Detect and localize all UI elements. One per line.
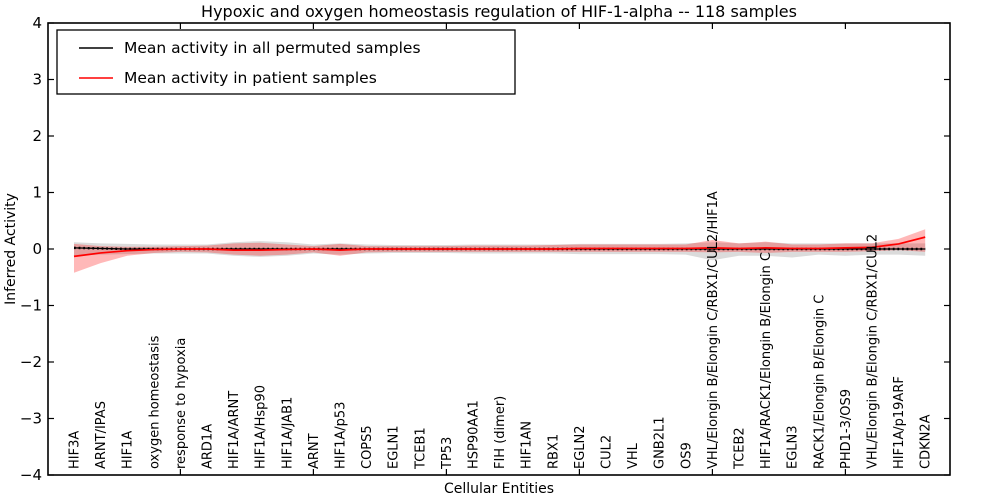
category-label: HIF1A/p19ARF: [892, 376, 907, 469]
category-label: EGLN2: [573, 425, 588, 469]
y-tick-label: −2: [20, 353, 42, 371]
category-label: GNB2L1: [653, 416, 668, 469]
category-label: COPS5: [360, 425, 375, 469]
y-tick-label: 0: [32, 240, 42, 258]
category-label: FIH (dimer): [493, 396, 508, 469]
legend-label-patient: Mean activity in patient samples: [124, 69, 377, 87]
category-label: oxygen homeostasis: [147, 335, 162, 469]
category-label: response to hypoxia: [174, 338, 189, 469]
x-axis-label: Cellular Entities: [444, 481, 554, 497]
y-tick-label: 3: [32, 71, 42, 89]
category-label: HSP90AA1: [467, 400, 482, 469]
legend-label-permuted: Mean activity in all permuted samples: [124, 39, 421, 57]
category-label: VHL/Elongin B/Elongin C/RBX1/CUL2: [866, 234, 881, 469]
category-label: HIF1A/ARNT: [227, 391, 242, 469]
y-tick-label: −4: [20, 466, 42, 484]
y-tick-label: −1: [20, 297, 42, 315]
category-label: ARNT/IPAS: [94, 401, 109, 469]
category-label: HIF1A/p53: [334, 402, 349, 469]
y-tick-label: 2: [32, 127, 42, 145]
category-label: PHD1-3/OS9: [839, 389, 854, 469]
category-label: TCEB2: [733, 427, 748, 470]
patient-mean-line: [73, 236, 926, 258]
category-label: TP53: [440, 437, 455, 470]
y-tick-label: 1: [32, 184, 42, 202]
category-label: HIF3A: [68, 431, 83, 469]
category-label: ARNT: [307, 433, 322, 469]
permuted-confidence-band: [74, 241, 926, 261]
category-label: VHL/Elongin B/Elongin C/RBX1/CUL2/HIF1A: [706, 191, 721, 469]
legend: Mean activity in all permuted samples Me…: [56, 29, 516, 95]
category-label: HIF1A/JAB1: [280, 397, 295, 469]
category-label: HIF1A: [121, 431, 136, 469]
patient-confidence-band: [74, 229, 926, 273]
category-label: OS9: [679, 442, 694, 469]
category-label: CDKN2A: [919, 414, 934, 469]
category-label: VHL: [626, 442, 641, 469]
plot-area: HIF3A ARNT/IPAS HIF1A oxygen homeostasis res…: [20, 14, 951, 484]
category-label: HIF1AN: [520, 421, 535, 469]
category-label: ARD1A: [201, 424, 216, 469]
category-label: EGLN3: [786, 425, 801, 469]
category-label: HIF1A/RACK1/Elongin B/Elongin C: [759, 252, 774, 469]
legend-box: [56, 29, 516, 95]
category-label: RBX1: [546, 434, 561, 469]
y-axis-label: Inferred Activity: [3, 193, 19, 305]
category-label: TCEB1: [413, 427, 428, 470]
category-label: EGLN1: [387, 425, 402, 469]
category-label: CUL2: [600, 435, 615, 469]
y-tick-label: −3: [20, 410, 42, 428]
category-label: RACK1/Elongin B/Elongin C: [812, 295, 827, 469]
chart-title: Hypoxic and oxygen homeostasis regulatio…: [201, 2, 797, 21]
y-tick-label: 4: [32, 14, 42, 32]
category-label: HIF1A/Hsp90: [254, 385, 269, 469]
